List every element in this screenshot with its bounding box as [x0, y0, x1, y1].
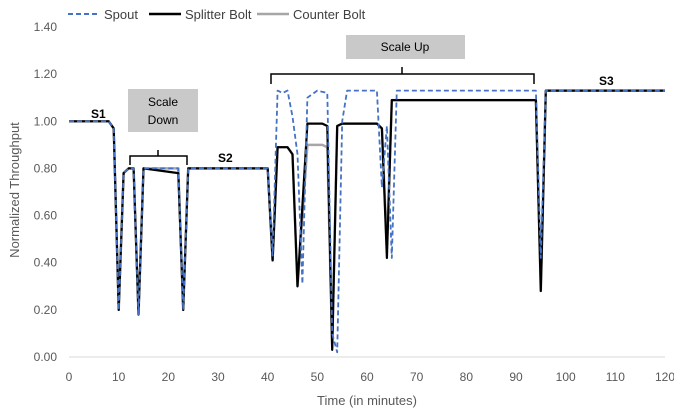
y-tick-label: 1.40 — [34, 20, 58, 34]
scale-down-bracket — [129, 150, 188, 165]
series-layer — [69, 89, 665, 354]
x-tick-label: 110 — [606, 370, 625, 384]
x-tick-label: 120 — [655, 370, 674, 384]
legend-label-spout: Spout — [104, 7, 138, 22]
x-tick-label: 60 — [360, 370, 374, 384]
x-tick-label: 80 — [460, 370, 474, 384]
x-tick-label: 90 — [509, 370, 523, 384]
y-tick-label: 0.00 — [34, 350, 58, 364]
y-tick-label: 0.60 — [34, 209, 58, 223]
y-tick-label: 0.20 — [34, 303, 58, 317]
annotation-s3: S3 — [599, 74, 614, 88]
scale-down-label-line1: Scale — [148, 95, 178, 109]
x-tick-label: 30 — [211, 370, 225, 384]
annotations: S1 S2 S3 Scale Down Scale Up — [91, 35, 614, 165]
legend: Spout Splitter Bolt Counter Bolt — [68, 7, 366, 22]
x-tick-label: 10 — [112, 370, 126, 384]
y-tick-labels: 0.00 0.20 0.40 0.60 0.80 1.00 1.20 1.40 — [34, 20, 58, 364]
series-line-splitter-bolt — [69, 89, 665, 351]
scale-up-label: Scale Up — [381, 40, 430, 54]
y-tick-label: 0.40 — [34, 256, 58, 270]
series-line-spout — [69, 89, 665, 354]
scale-down-box — [128, 89, 198, 132]
legend-label-counter-bolt: Counter Bolt — [293, 7, 366, 22]
annotation-s2: S2 — [218, 151, 233, 165]
x-tick-label: 100 — [556, 370, 576, 384]
x-tick-label: 50 — [311, 370, 325, 384]
legend-label-splitter-bolt: Splitter Bolt — [185, 7, 252, 22]
x-tick-label: 70 — [410, 370, 424, 384]
x-tick-label: 20 — [162, 370, 176, 384]
x-tick-label: 0 — [66, 370, 73, 384]
scale-up-bracket — [270, 67, 535, 84]
y-tick-label: 1.00 — [34, 114, 58, 128]
y-axis-title: Normalized Throughput — [7, 122, 22, 258]
x-tick-label: 40 — [261, 370, 275, 384]
y-tick-label: 1.20 — [34, 67, 58, 81]
x-axis-title: Time (in minutes) — [317, 393, 417, 408]
scale-down-label-line2: Down — [148, 113, 179, 127]
y-tick-label: 0.80 — [34, 161, 58, 175]
annotation-s1: S1 — [91, 107, 106, 121]
scale-up-box — [346, 35, 465, 59]
x-tick-labels: 0 10 20 30 40 50 60 70 80 90 100 110 120 — [66, 370, 674, 384]
